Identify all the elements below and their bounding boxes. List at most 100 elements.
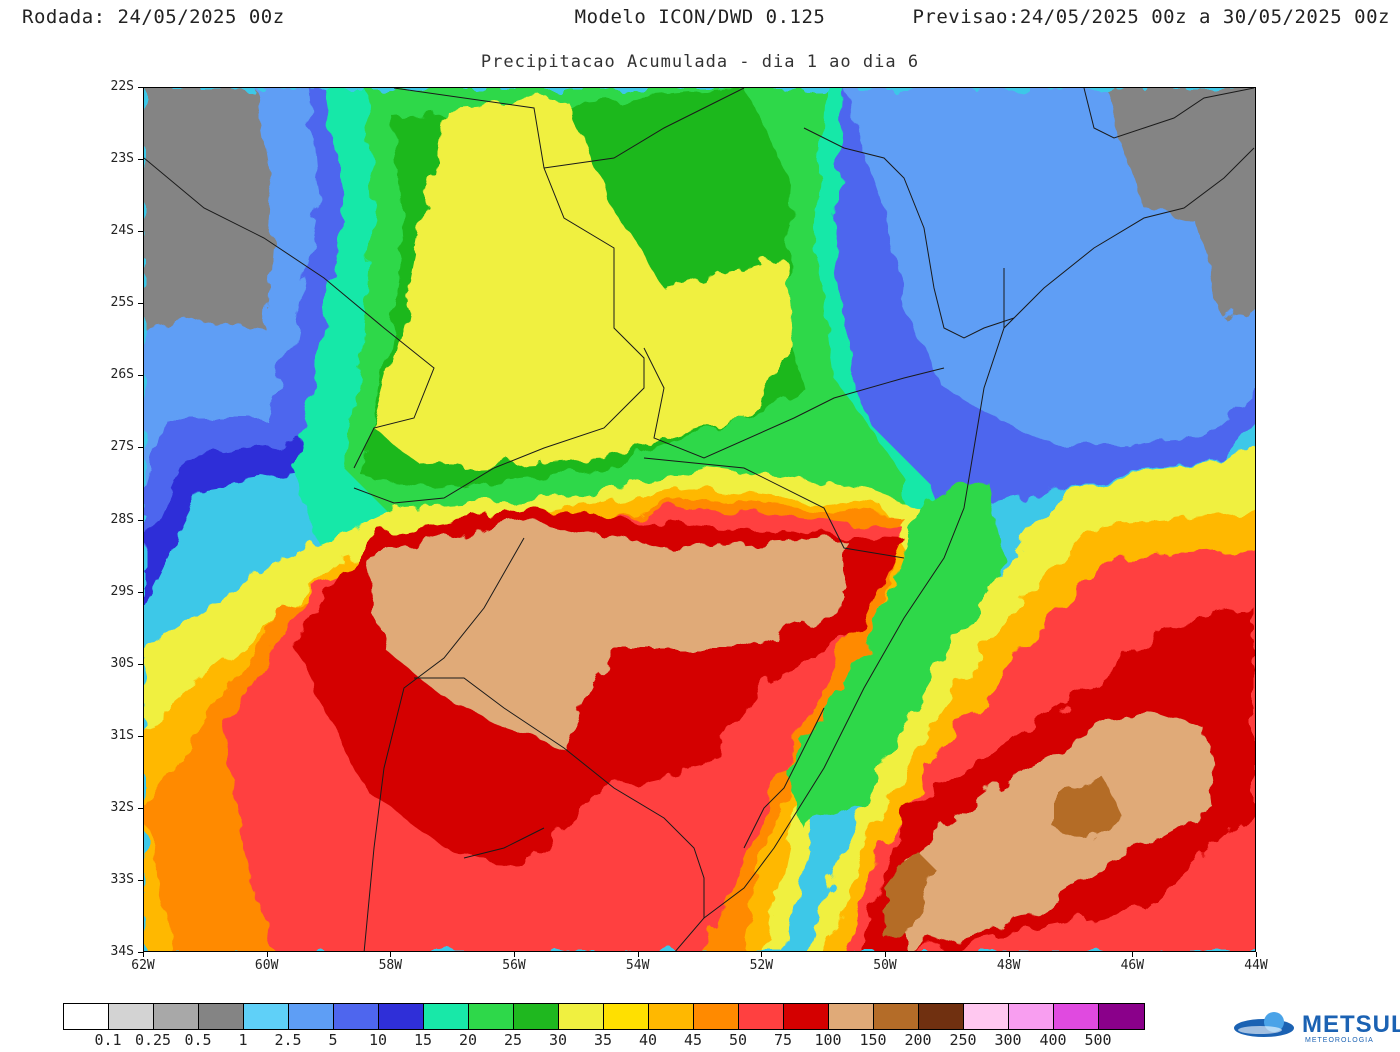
map-subtitle: Precipitacao Acumulada - dia 1 ao dia 6	[480, 52, 920, 72]
legend-label: 45	[683, 1031, 703, 1049]
legend-label: 150	[859, 1031, 887, 1049]
legend-swatch	[604, 1004, 649, 1029]
model-label: Modelo ICON/DWD 0.125	[574, 6, 826, 28]
legend-swatch	[379, 1004, 424, 1029]
legend-swatch	[1009, 1004, 1054, 1029]
legend-label: 100	[814, 1031, 842, 1049]
legend-swatch	[694, 1004, 739, 1029]
lon-tick-label: 54W	[625, 958, 650, 973]
legend-label: 10	[368, 1031, 388, 1049]
legend-swatch	[154, 1004, 199, 1029]
lat-tick-label: 32S	[110, 799, 134, 815]
lon-tick-label: 48W	[996, 958, 1021, 973]
lon-tick-label: 52W	[749, 958, 774, 973]
color-legend	[63, 1003, 1145, 1030]
legend-swatch	[919, 1004, 964, 1029]
legend-swatch	[739, 1004, 784, 1029]
lat-tick	[138, 303, 143, 305]
legend-swatch	[289, 1004, 334, 1029]
boundaries	[144, 88, 1255, 951]
lat-tick-label: 33S	[110, 871, 134, 887]
legend-label: 75	[773, 1031, 793, 1049]
lon-tick-label: 60W	[254, 958, 279, 973]
legend-label: 300	[994, 1031, 1022, 1049]
legend-swatch	[1054, 1004, 1099, 1029]
field-150-west	[364, 518, 844, 748]
forecast-period-label: Previsao:24/05/2025 00z a 30/05/2025 00z	[912, 6, 1390, 28]
legend-label: 0.25	[134, 1031, 172, 1049]
lon-tick-label: 50W	[873, 958, 897, 973]
lat-tick-label: 29S	[110, 583, 134, 599]
lon-tick-label: 56W	[502, 958, 526, 973]
lon-tick-label: 44W	[1244, 958, 1268, 973]
field-30-central	[374, 98, 794, 468]
lat-tick	[138, 807, 143, 809]
lat-tick-label: 31S	[110, 727, 134, 743]
lat-tick	[138, 952, 143, 953]
legend-label: 500	[1084, 1031, 1112, 1049]
lon-tick	[1008, 952, 1010, 957]
legend-label: 5	[328, 1031, 338, 1049]
lon-tick	[885, 952, 886, 957]
legend-label: 400	[1039, 1031, 1067, 1049]
lon-tick-label: 46W	[1120, 958, 1145, 973]
legend-swatch	[424, 1004, 469, 1029]
lat-tick-label: 34S	[110, 944, 134, 959]
legend-swatch	[784, 1004, 829, 1029]
lat-tick	[138, 519, 143, 521]
legend-swatch	[1099, 1004, 1144, 1029]
logo-tagline: METEOROLOGIA	[1305, 1037, 1374, 1044]
legend-swatch	[109, 1004, 154, 1029]
legend-label: 2.5	[274, 1031, 302, 1049]
lat-tick	[138, 663, 143, 665]
legend-swatch	[469, 1004, 514, 1029]
field-1-west	[144, 88, 274, 328]
legend-swatch	[244, 1004, 289, 1029]
lat-tick	[138, 591, 143, 593]
legend-swatch	[64, 1004, 109, 1029]
legend-swatch	[199, 1004, 244, 1029]
legend-label: 15	[413, 1031, 433, 1049]
legend-label: 0.1	[94, 1031, 122, 1049]
lon-tick	[514, 952, 515, 957]
legend-label: 1	[238, 1031, 248, 1049]
legend-label: 25	[503, 1031, 523, 1049]
lon-tick	[143, 952, 144, 957]
legend-label: 250	[949, 1031, 977, 1049]
lon-tick	[390, 952, 392, 957]
lon-tick-label: 62W	[131, 958, 155, 973]
legend-label: 35	[593, 1031, 613, 1049]
logo-name: METSUL	[1302, 1011, 1400, 1038]
legend-swatch	[829, 1004, 874, 1029]
lat-tick-label: 26S	[110, 367, 134, 383]
lat-tick-label: 23S	[110, 151, 134, 167]
lon-tick	[761, 952, 763, 957]
legend-swatch	[559, 1004, 604, 1029]
run-date-label: Rodada: 24/05/2025 00z	[22, 6, 285, 28]
legend-swatch	[514, 1004, 559, 1029]
legend-swatch	[874, 1004, 919, 1029]
legend-label: 200	[904, 1031, 932, 1049]
lat-tick-label: 24S	[110, 223, 134, 239]
legend-swatch	[649, 1004, 694, 1029]
precipitation-field	[144, 88, 1255, 951]
legend-swatch	[334, 1004, 379, 1029]
precipitation-map	[143, 87, 1256, 952]
lat-tick	[138, 159, 143, 161]
lon-tick-label: 58W	[378, 958, 403, 973]
lat-tick-label: 22S	[110, 79, 134, 94]
lat-tick	[138, 447, 143, 449]
lat-tick-label: 25S	[110, 295, 134, 311]
lat-tick	[138, 735, 143, 737]
lon-tick	[266, 952, 268, 957]
legend-label: 40	[638, 1031, 658, 1049]
lon-tick	[637, 952, 639, 957]
lon-tick	[1132, 952, 1134, 957]
lat-tick	[138, 87, 143, 88]
metsul-logo-icon	[1234, 1012, 1294, 1037]
legend-label: 20	[458, 1031, 478, 1049]
lat-tick	[138, 231, 143, 233]
lat-tick-label: 27S	[110, 439, 134, 455]
legend-label: 0.5	[184, 1031, 212, 1049]
lat-tick	[138, 879, 143, 881]
